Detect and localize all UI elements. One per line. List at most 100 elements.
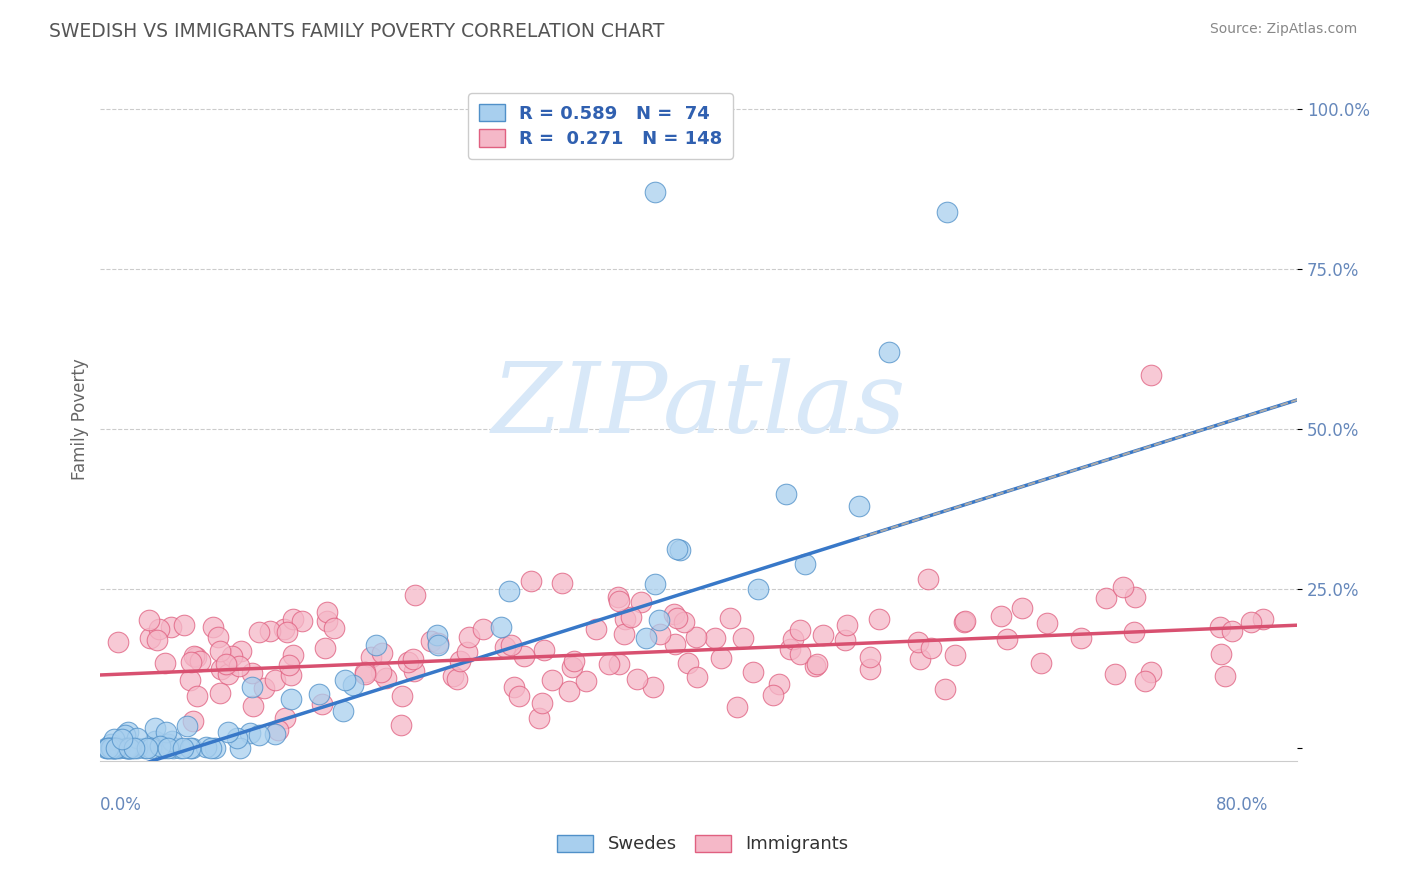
Point: [396, 655, 419, 669]
Point: [209, 685, 232, 699]
Point: [143, 721, 166, 735]
Point: [157, 741, 180, 756]
Point: [494, 640, 516, 655]
Text: ZIPatlas: ZIPatlas: [492, 358, 905, 453]
Point: [420, 634, 443, 648]
Point: [179, 673, 201, 687]
Point: [247, 728, 270, 742]
Point: [121, 741, 143, 756]
Point: [644, 186, 666, 200]
Point: [731, 631, 754, 645]
Point: [561, 660, 583, 674]
Point: [725, 699, 748, 714]
Point: [179, 741, 201, 756]
Point: [117, 724, 139, 739]
Point: [953, 614, 976, 628]
Point: [1104, 667, 1126, 681]
Point: [364, 638, 387, 652]
Point: [508, 690, 530, 704]
Point: [666, 542, 689, 557]
Point: [134, 741, 156, 756]
Point: [562, 654, 585, 668]
Point: [685, 630, 707, 644]
Point: [159, 620, 181, 634]
Point: [806, 657, 828, 671]
Point: [155, 724, 177, 739]
Point: [240, 666, 263, 681]
Point: [1139, 665, 1161, 679]
Point: [176, 719, 198, 733]
Point: [104, 741, 127, 756]
Point: [917, 572, 939, 586]
Point: [332, 705, 354, 719]
Point: [183, 649, 205, 664]
Point: [858, 649, 880, 664]
Point: [221, 649, 243, 664]
Point: [910, 651, 932, 665]
Point: [97, 741, 120, 756]
Point: [276, 625, 298, 640]
Point: [558, 683, 581, 698]
Point: [370, 665, 392, 680]
Point: [100, 737, 122, 751]
Point: [118, 741, 141, 756]
Point: [643, 680, 665, 694]
Point: [1140, 368, 1163, 382]
Point: [877, 345, 900, 359]
Point: [94, 741, 117, 756]
Point: [575, 673, 598, 688]
Point: [907, 635, 929, 649]
Point: [498, 584, 520, 599]
Point: [162, 741, 184, 756]
Point: [291, 614, 314, 628]
Point: [789, 647, 811, 661]
Point: [953, 615, 976, 630]
Point: [668, 543, 690, 558]
Point: [458, 630, 481, 644]
Point: [108, 741, 131, 756]
Point: [153, 656, 176, 670]
Point: [240, 680, 263, 694]
Point: [742, 665, 765, 680]
Point: [153, 741, 176, 756]
Point: [195, 739, 218, 754]
Point: [217, 657, 239, 672]
Point: [630, 595, 652, 609]
Point: [782, 632, 804, 646]
Point: [1208, 619, 1230, 633]
Point: [441, 669, 464, 683]
Point: [613, 626, 636, 640]
Point: [173, 618, 195, 632]
Point: [1240, 615, 1263, 629]
Point: [1213, 669, 1236, 683]
Point: [267, 723, 290, 738]
Point: [360, 649, 382, 664]
Point: [149, 739, 172, 754]
Point: [308, 687, 330, 701]
Point: [204, 741, 226, 756]
Point: [115, 741, 138, 756]
Point: [1070, 631, 1092, 645]
Point: [665, 610, 688, 624]
Point: [316, 614, 339, 628]
Point: [648, 627, 671, 641]
Point: [125, 731, 148, 745]
Point: [103, 741, 125, 756]
Point: [160, 734, 183, 748]
Point: [181, 741, 204, 756]
Point: [253, 681, 276, 695]
Point: [664, 637, 686, 651]
Point: [794, 557, 817, 571]
Point: [97, 741, 120, 756]
Point: [311, 697, 333, 711]
Point: [180, 655, 202, 669]
Point: [1220, 624, 1243, 639]
Point: [456, 645, 478, 659]
Point: [499, 638, 522, 652]
Point: [264, 673, 287, 688]
Legend: Swedes, Immigrants: Swedes, Immigrants: [550, 828, 856, 861]
Point: [118, 741, 141, 756]
Point: [101, 741, 124, 756]
Point: [402, 664, 425, 678]
Point: [277, 658, 299, 673]
